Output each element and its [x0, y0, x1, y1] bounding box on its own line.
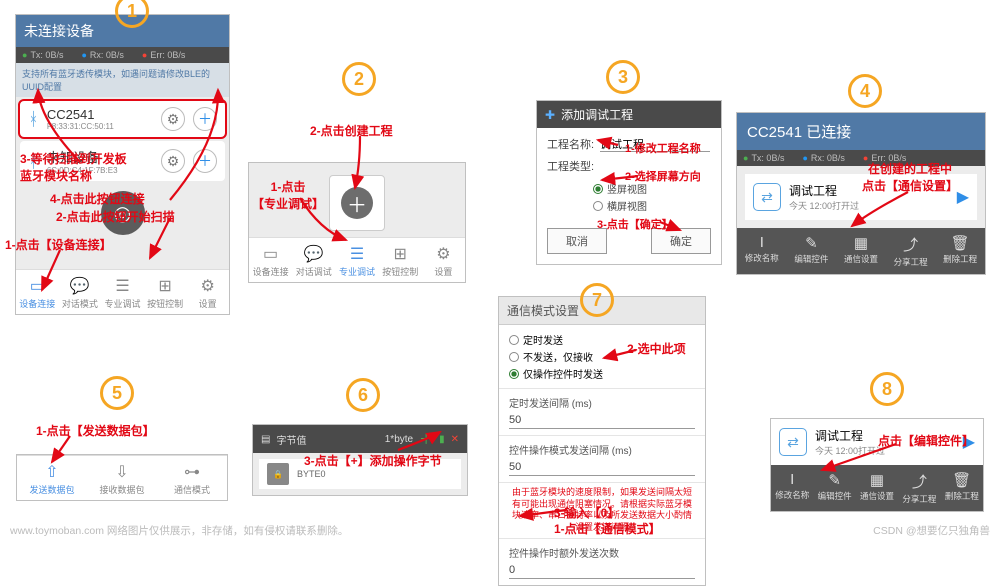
arrows	[0, 0, 1000, 544]
footer-text: www.toymoban.com 网络图片仅供展示，非存储，如有侵权请联系删除。	[10, 523, 348, 538]
label-extra: 控件操作时额外发送次数	[509, 545, 695, 560]
extra-input[interactable]	[509, 562, 695, 579]
csdn-watermark: CSDN @想要亿只独角兽	[873, 523, 990, 538]
